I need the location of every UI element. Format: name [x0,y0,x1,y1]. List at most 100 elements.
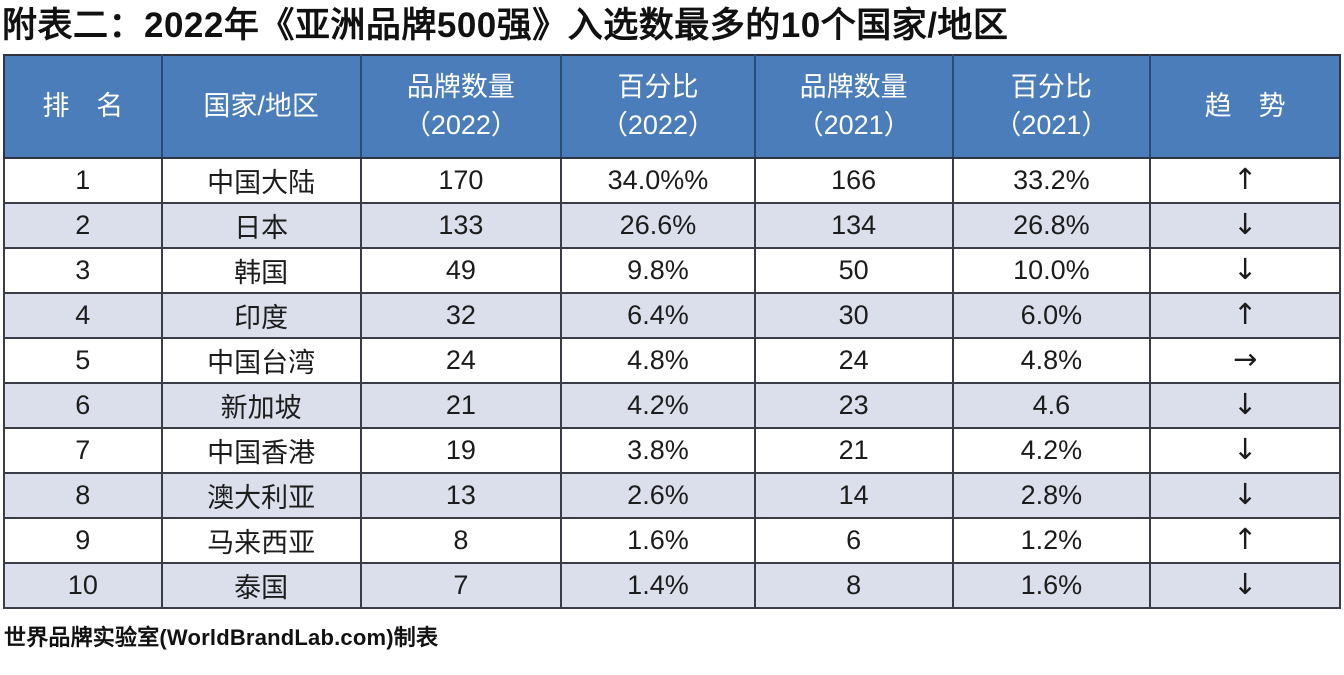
pct-2021-cell: 33.2% [951,157,1152,204]
brands-2021-cell: 6 [753,517,954,564]
header-trend: 趋 势 [1149,54,1341,159]
rank-cell: 4 [3,292,163,339]
brands-2022-cell: 21 [359,382,563,429]
trend-cell: ↓ [1149,382,1341,429]
brands-2021-cell: 21 [753,427,954,474]
table-row: 9 马来西亚 8 1.6% 6 1.2% ↑ [3,517,1341,564]
trend-icon: → [1232,342,1258,376]
region-cell: 日本 [160,202,362,249]
region-cell: 马来西亚 [160,517,362,564]
trend-cell: ↓ [1149,427,1341,474]
rank-cell: 2 [3,202,163,249]
trend-cell: ↓ [1149,562,1341,609]
table-row: 6 新加坡 21 4.2% 23 4.6 ↓ [3,382,1341,429]
brands-2021-cell: 23 [753,382,954,429]
pct-2022-cell: 34.0%% [560,157,756,204]
trend-cell: ↑ [1149,292,1341,339]
table-body: 1 中国大陆 170 34.0%% 166 33.2% ↑ 2 日本 133 2… [3,157,1341,609]
brands-2021-cell: 24 [753,337,954,384]
region-cell: 中国大陆 [160,157,362,204]
trend-cell: ↑ [1149,157,1341,204]
rank-cell: 3 [3,247,163,294]
trend-cell: ↑ [1149,517,1341,564]
trend-cell: ↓ [1149,472,1341,519]
table-row: 7 中国香港 19 3.8% 21 4.2% ↓ [3,427,1341,474]
table-row: 5 中国台湾 24 4.8% 24 4.8% → [3,337,1341,384]
brands-2021-cell: 8 [753,562,954,609]
pct-2021-cell: 4.8% [951,337,1152,384]
brands-2021-cell: 134 [753,202,954,249]
trend-icon: ↓ [1232,432,1258,466]
pct-2021-cell: 10.0% [951,247,1152,294]
brands-2021-cell: 14 [753,472,954,519]
pct-2021-cell: 4.2% [951,427,1152,474]
region-cell: 印度 [160,292,362,339]
table-header-row: 排 名 国家/地区 品牌数量 （2022） 百分比 （2022） 品牌数量 （2… [3,54,1341,159]
pct-2022-cell: 9.8% [560,247,756,294]
brands-2022-cell: 7 [359,562,563,609]
pct-2021-cell: 1.2% [951,517,1152,564]
region-cell: 澳大利亚 [160,472,362,519]
trend-icon: ↓ [1232,387,1258,421]
table-row: 2 日本 133 26.6% 134 26.8% ↓ [3,202,1341,249]
brands-2021-cell: 166 [753,157,954,204]
header-rank: 排 名 [3,54,163,159]
trend-icon: ↓ [1232,567,1258,601]
rank-cell: 10 [3,562,163,609]
pct-2022-cell: 1.4% [560,562,756,609]
brands-2022-cell: 8 [359,517,563,564]
source-note: 世界品牌实验室(WorldBrandLab.com)制表 [4,625,439,650]
pct-2022-cell: 4.2% [560,382,756,429]
region-cell: 中国香港 [160,427,362,474]
brand-ranking-table: 排 名 国家/地区 品牌数量 （2022） 百分比 （2022） 品牌数量 （2… [3,54,1341,609]
trend-cell: ↓ [1149,202,1341,249]
rank-cell: 6 [3,382,163,429]
pct-2021-cell: 2.8% [951,472,1152,519]
region-cell: 新加坡 [160,382,362,429]
table-row: 3 韩国 49 9.8% 50 10.0% ↓ [3,247,1341,294]
region-cell: 中国台湾 [160,337,362,384]
table-row: 8 澳大利亚 13 2.6% 14 2.8% ↓ [3,472,1341,519]
trend-cell: → [1149,337,1341,384]
brands-2021-cell: 30 [753,292,954,339]
pct-2022-cell: 1.6% [560,517,756,564]
pct-2021-cell: 4.6 [951,382,1152,429]
rank-cell: 5 [3,337,163,384]
rank-cell: 1 [3,157,163,204]
brands-2022-cell: 133 [359,202,563,249]
brands-2021-cell: 50 [753,247,954,294]
pct-2022-cell: 26.6% [560,202,756,249]
header-brands-2021: 品牌数量 （2021） [753,54,954,159]
header-region: 国家/地区 [160,54,362,159]
brands-2022-cell: 32 [359,292,563,339]
brands-2022-cell: 24 [359,337,563,384]
table-row: 4 印度 32 6.4% 30 6.0% ↑ [3,292,1341,339]
pct-2021-cell: 26.8% [951,202,1152,249]
brands-2022-cell: 170 [359,157,563,204]
pct-2022-cell: 3.8% [560,427,756,474]
trend-icon: ↑ [1232,162,1258,196]
trend-icon: ↓ [1232,252,1258,286]
trend-icon: ↑ [1232,522,1258,556]
pct-2021-cell: 6.0% [951,292,1152,339]
trend-icon: ↑ [1232,297,1258,331]
trend-cell: ↓ [1149,247,1341,294]
brands-2022-cell: 19 [359,427,563,474]
region-cell: 韩国 [160,247,362,294]
pct-2021-cell: 1.6% [951,562,1152,609]
pct-2022-cell: 4.8% [560,337,756,384]
header-brands-2022: 品牌数量 （2022） [359,54,563,159]
table-row: 1 中国大陆 170 34.0%% 166 33.2% ↑ [3,157,1341,204]
page-title: 附表二：2022年《亚洲品牌500强》入选数最多的10个国家/地区 [2,6,1009,45]
pct-2022-cell: 2.6% [560,472,756,519]
rank-cell: 8 [3,472,163,519]
trend-icon: ↓ [1232,207,1258,241]
rank-cell: 9 [3,517,163,564]
rank-cell: 7 [3,427,163,474]
brands-2022-cell: 13 [359,472,563,519]
region-cell: 泰国 [160,562,362,609]
table-row: 10 泰国 7 1.4% 8 1.6% ↓ [3,562,1341,609]
header-pct-2021: 百分比 （2021） [951,54,1152,159]
header-pct-2022: 百分比 （2022） [560,54,756,159]
